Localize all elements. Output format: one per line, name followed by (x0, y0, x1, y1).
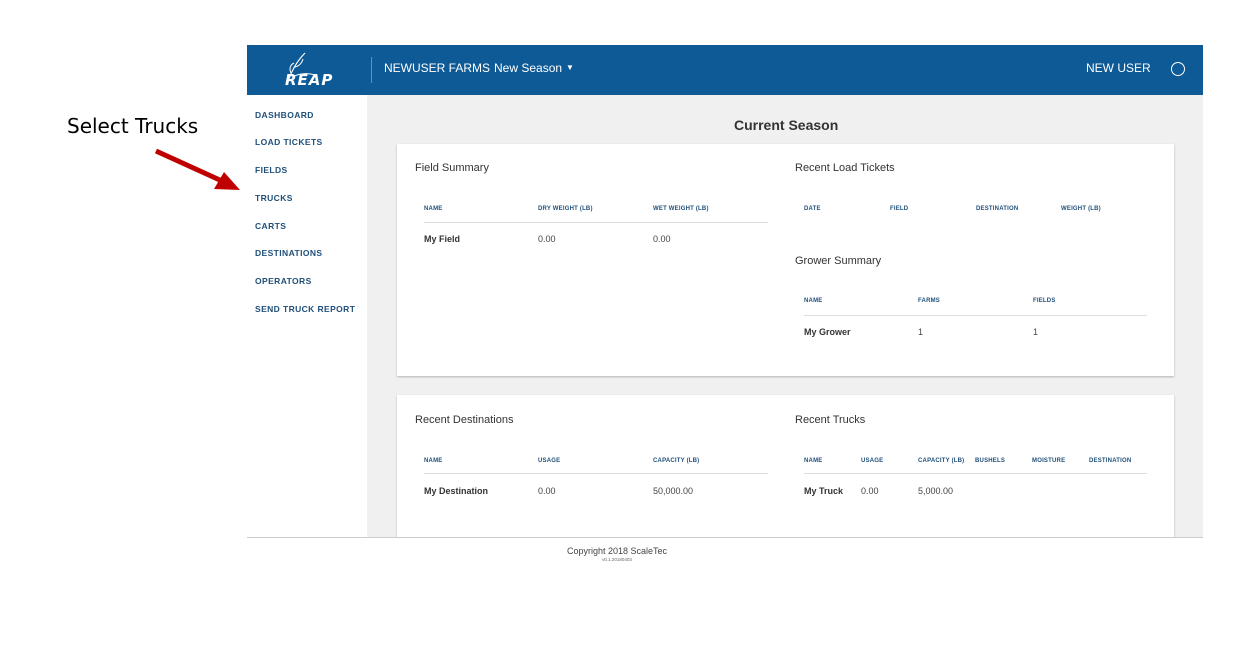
grower-summary-title: Grower Summary (795, 255, 882, 267)
column-header: DESTINATION (976, 206, 1019, 212)
reap-logo[interactable]: REAP (277, 51, 337, 89)
footer-divider (247, 537, 1203, 538)
usage-cell: 0.00 (538, 486, 556, 496)
column-header: WET WEIGHT (LB) (653, 206, 709, 212)
column-header: MOISTURE (1032, 458, 1066, 464)
table-divider (804, 473, 1147, 474)
column-header: NAME (424, 458, 443, 464)
wheat-icon (286, 52, 316, 86)
sidebar-item-load-tickets[interactable]: LOAD TICKETS (255, 137, 323, 147)
table-divider (424, 473, 768, 474)
navbar-divider (371, 57, 372, 83)
destination-name-cell[interactable]: My Destination (424, 486, 489, 496)
version-text: v0.1.20180403 (602, 557, 632, 562)
field-summary-title: Field Summary (415, 162, 489, 174)
column-header: DATE (804, 206, 821, 212)
farms-cell: 1 (918, 327, 924, 337)
sidebar-item-destinations[interactable]: DESTINATIONS (255, 248, 323, 258)
recent-card: Recent Destinations NAME USAGE CAPACITY … (397, 395, 1174, 538)
column-header: USAGE (861, 458, 884, 464)
caret-down-icon: ▼ (566, 63, 574, 72)
sidebar: DASHBOARD LOAD TICKETS FIELDS TRUCKS CAR… (247, 95, 367, 538)
annotation-arrow-icon (154, 148, 240, 190)
sidebar-item-fields[interactable]: FIELDS (255, 165, 288, 175)
user-menu[interactable]: NEW USER (1086, 61, 1151, 75)
dry-weight-cell: 0.00 (538, 234, 556, 244)
column-header: DRY WEIGHT (LB) (538, 206, 593, 212)
sidebar-item-trucks[interactable]: TRUCKS (255, 193, 293, 203)
season-dropdown[interactable]: New Season ▼ (494, 61, 574, 75)
user-circle-icon[interactable] (1171, 62, 1185, 76)
farm-name[interactable]: NEWUSER FARMS (384, 61, 491, 75)
fields-cell: 1 (1033, 327, 1039, 337)
summary-card: Field Summary NAME DRY WEIGHT (LB) WET W… (397, 144, 1174, 376)
top-navbar: REAP NEWUSER FARMS New Season ▼ NEW USER (247, 45, 1203, 95)
column-header: CAPACITY (LB) (653, 458, 700, 464)
grower-name-cell[interactable]: My Grower (804, 327, 851, 337)
column-header: FARMS (918, 298, 940, 304)
table-divider (424, 222, 768, 223)
column-header: DESTINATION (1089, 458, 1132, 464)
copyright-text: Copyright 2018 ScaleTec (566, 546, 668, 556)
sidebar-item-operators[interactable]: OPERATORS (255, 276, 312, 286)
recent-destinations-title: Recent Destinations (415, 414, 514, 426)
column-header: FIELD (890, 206, 909, 212)
recent-load-tickets-title: Recent Load Tickets (795, 162, 895, 174)
sidebar-item-send-truck-report[interactable]: SEND TRUCK REPORT (255, 304, 356, 314)
annotation-label: Select Trucks (67, 114, 199, 138)
table-divider (804, 315, 1147, 316)
season-label: New Season (494, 61, 563, 75)
app-window: REAP NEWUSER FARMS New Season ▼ NEW USER … (247, 45, 1203, 538)
sidebar-item-dashboard[interactable]: DASHBOARD (255, 110, 314, 120)
column-header: CAPACITY (LB) (918, 458, 965, 464)
column-header: WEIGHT (LB) (1061, 206, 1101, 212)
field-name-cell[interactable]: My Field (424, 234, 461, 244)
capacity-cell: 50,000.00 (653, 486, 694, 496)
truck-name-cell[interactable]: My Truck (804, 486, 844, 496)
column-header: FIELDS (1033, 298, 1056, 304)
truck-usage-cell: 0.00 (861, 486, 879, 496)
truck-capacity-cell: 5,000.00 (918, 486, 954, 496)
sidebar-item-carts[interactable]: CARTS (255, 221, 287, 231)
column-header: BUSHELS (975, 458, 1006, 464)
wet-weight-cell: 0.00 (653, 234, 671, 244)
page-title: Current Season (734, 117, 839, 133)
logo-text: REAP (285, 71, 334, 89)
column-header: NAME (424, 206, 443, 212)
column-header: NAME (804, 458, 823, 464)
column-header: NAME (804, 298, 823, 304)
recent-trucks-title: Recent Trucks (795, 414, 866, 426)
column-header: USAGE (538, 458, 561, 464)
